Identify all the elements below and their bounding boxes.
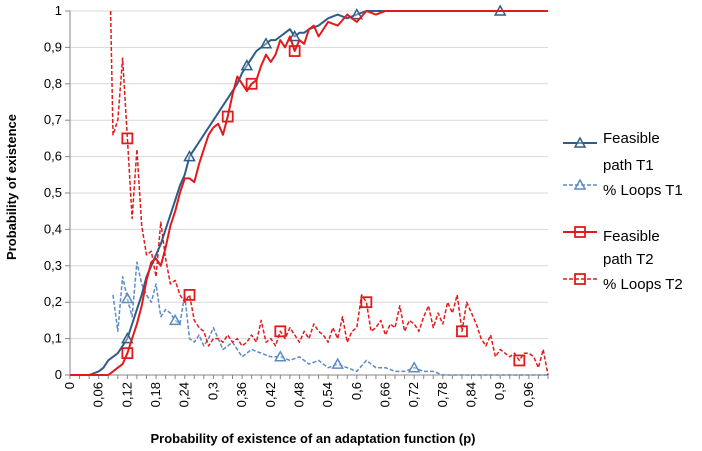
x-tick-label: 0,24 xyxy=(177,382,192,407)
y-tick-label: 0,9 xyxy=(44,39,62,54)
series-line xyxy=(112,261,548,376)
y-tick-label: 0,1 xyxy=(44,331,62,346)
x-tick-label: 0,42 xyxy=(263,382,278,407)
data-point-marker xyxy=(513,354,526,367)
data-point-marker xyxy=(288,45,301,57)
legend-label: Feasible xyxy=(603,130,660,147)
y-tick-label: 0,6 xyxy=(44,149,62,164)
data-point-marker xyxy=(274,350,287,362)
x-tick-labels: 0 0,06 0,12 0,18 0,24 0,3 0,36 0,42 0,48 0,54 0,6 0… xyxy=(62,382,536,407)
legend-label: path T2 xyxy=(603,251,654,268)
x-tick-label: 0,9 xyxy=(492,382,507,400)
y-tick-label: 0,3 xyxy=(44,258,62,273)
x-tick-label: 0,96 xyxy=(521,382,536,407)
series-line xyxy=(109,10,549,376)
y-axis-title: Probability of existence xyxy=(4,114,19,260)
data-point-marker xyxy=(121,332,134,344)
legend-swatch-marker xyxy=(574,226,586,238)
x-tick-label: 0,6 xyxy=(349,382,364,400)
data-point-marker xyxy=(168,313,182,326)
x-tick-label: 0,18 xyxy=(148,382,163,407)
x-tick-label: 0,48 xyxy=(291,382,306,407)
data-point-marker xyxy=(331,357,344,369)
x-tick-label: 0,36 xyxy=(234,382,249,407)
data-point-marker xyxy=(221,110,234,123)
data-point-marker xyxy=(121,132,134,145)
data-point-marker xyxy=(288,29,301,42)
legend: Feasible path T1 % Loops T1 Feasible path T2… xyxy=(563,130,683,293)
data-point-marker xyxy=(360,296,373,309)
x-tick-label: 0 xyxy=(62,382,77,389)
y-tick-label: 0,7 xyxy=(44,112,62,127)
legend-swatch-marker xyxy=(574,273,586,285)
data-point-marker xyxy=(259,37,273,49)
data-point-marker xyxy=(183,289,196,301)
data-point-marker xyxy=(274,325,287,338)
y-tick-labels: 0 0,1 0,2 0,3 0,4 0,5 0,6 0,7 0,8 0,9 1 xyxy=(44,3,62,382)
data-point-marker xyxy=(121,292,134,304)
y-tick-label: 0,8 xyxy=(44,76,62,91)
legend-label: Feasible xyxy=(603,228,660,245)
data-point-marker xyxy=(245,77,258,90)
legend-entry: Feasible path T2 xyxy=(563,226,660,268)
legend-swatch-marker xyxy=(573,178,587,190)
y-tick-label: 1 xyxy=(55,3,62,18)
series-feasible-path-t1 xyxy=(70,4,548,376)
y-tick-label: 0,2 xyxy=(44,294,62,309)
x-tick-label: 0,3 xyxy=(205,382,220,400)
data-point-marker xyxy=(240,59,254,71)
x-tick-label: 0,06 xyxy=(91,382,106,407)
legend-entry: % Loops T1 xyxy=(563,178,683,199)
gridlines xyxy=(70,10,548,340)
data-point-marker xyxy=(407,361,421,373)
series-layer xyxy=(70,4,549,376)
x-tick-label: 0,84 xyxy=(464,382,479,407)
series-line xyxy=(70,10,548,376)
x-tick-label: 0,66 xyxy=(377,382,392,407)
series-feasible-path-t2 xyxy=(70,10,548,376)
y-tick-label: 0,4 xyxy=(44,221,62,236)
data-point-marker xyxy=(456,325,468,338)
y-tick-label: 0 xyxy=(55,367,62,382)
x-tick-label: 0,12 xyxy=(119,382,134,407)
y-tick-label: 0,5 xyxy=(44,185,62,200)
series--loops-t2 xyxy=(109,10,549,376)
x-tick-label: 0,72 xyxy=(406,382,421,407)
data-point-marker xyxy=(350,8,364,20)
series--loops-t1 xyxy=(112,261,548,376)
legend-swatch-marker xyxy=(573,136,587,148)
data-point-marker xyxy=(121,347,134,360)
legend-label: % Loops T2 xyxy=(603,276,683,293)
legend-label: path T1 xyxy=(603,157,654,174)
x-tick-label: 0,78 xyxy=(435,382,450,407)
data-point-marker xyxy=(183,150,196,162)
x-axis-title: Probability of existence of an adaptatio… xyxy=(150,431,475,446)
x-tick-label: 0,54 xyxy=(320,382,335,407)
legend-label: % Loops T1 xyxy=(603,182,683,199)
legend-entry: % Loops T2 xyxy=(563,273,683,293)
legend-entry: Feasible path T1 xyxy=(563,130,660,174)
